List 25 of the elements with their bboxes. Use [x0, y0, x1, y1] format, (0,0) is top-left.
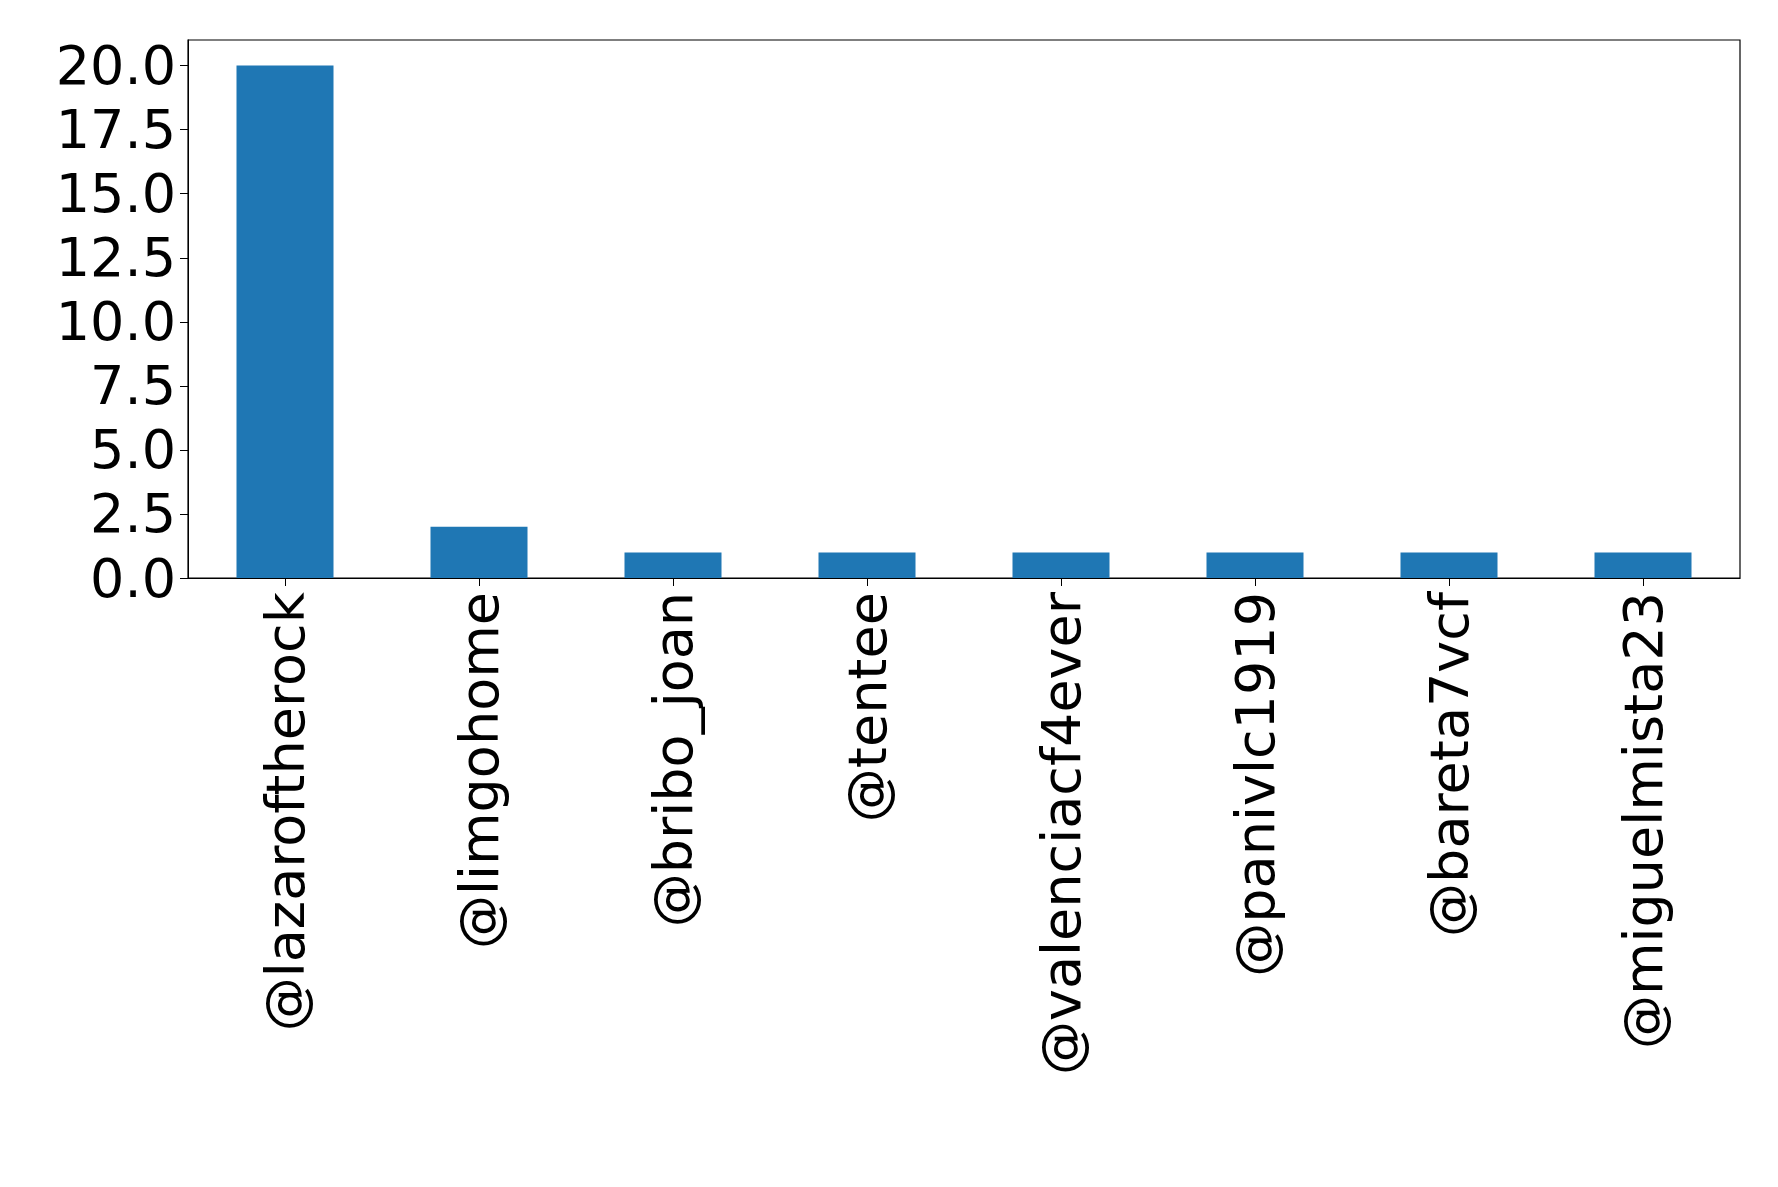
x-tick-label: @lazaroftherock: [253, 591, 317, 1032]
x-tick-label: @panivlc1919: [1223, 592, 1287, 977]
x-tick-label: @bareta7vcf: [1417, 590, 1481, 937]
x-tick-label: @tentee: [835, 592, 899, 823]
y-tick-label: 7.5: [90, 354, 176, 418]
x-tick-label: @limgohome: [447, 592, 511, 950]
y-tick-label: 5.0: [90, 418, 176, 482]
bar: [1400, 552, 1498, 578]
bar: [236, 65, 334, 578]
x-tick-label: @valenciacf4ever: [1029, 591, 1093, 1075]
y-tick-label: 17.5: [55, 98, 176, 162]
y-tick-label: 15.0: [55, 162, 176, 226]
y-tick-label: 10.0: [55, 290, 176, 354]
x-tick-label: @bribo_joan: [641, 592, 705, 928]
bar: [1206, 552, 1304, 578]
y-tick-label: 2.5: [90, 482, 176, 546]
x-tick-label: @miguelmista23: [1611, 592, 1675, 1050]
bar: [1012, 552, 1110, 578]
bar: [1594, 552, 1692, 578]
bar: [624, 552, 722, 578]
y-tick-label: 0.0: [90, 546, 176, 610]
y-tick-label: 20.0: [55, 34, 176, 98]
bar: [818, 552, 916, 578]
y-tick-label: 12.5: [55, 226, 176, 290]
bar: [430, 526, 528, 578]
